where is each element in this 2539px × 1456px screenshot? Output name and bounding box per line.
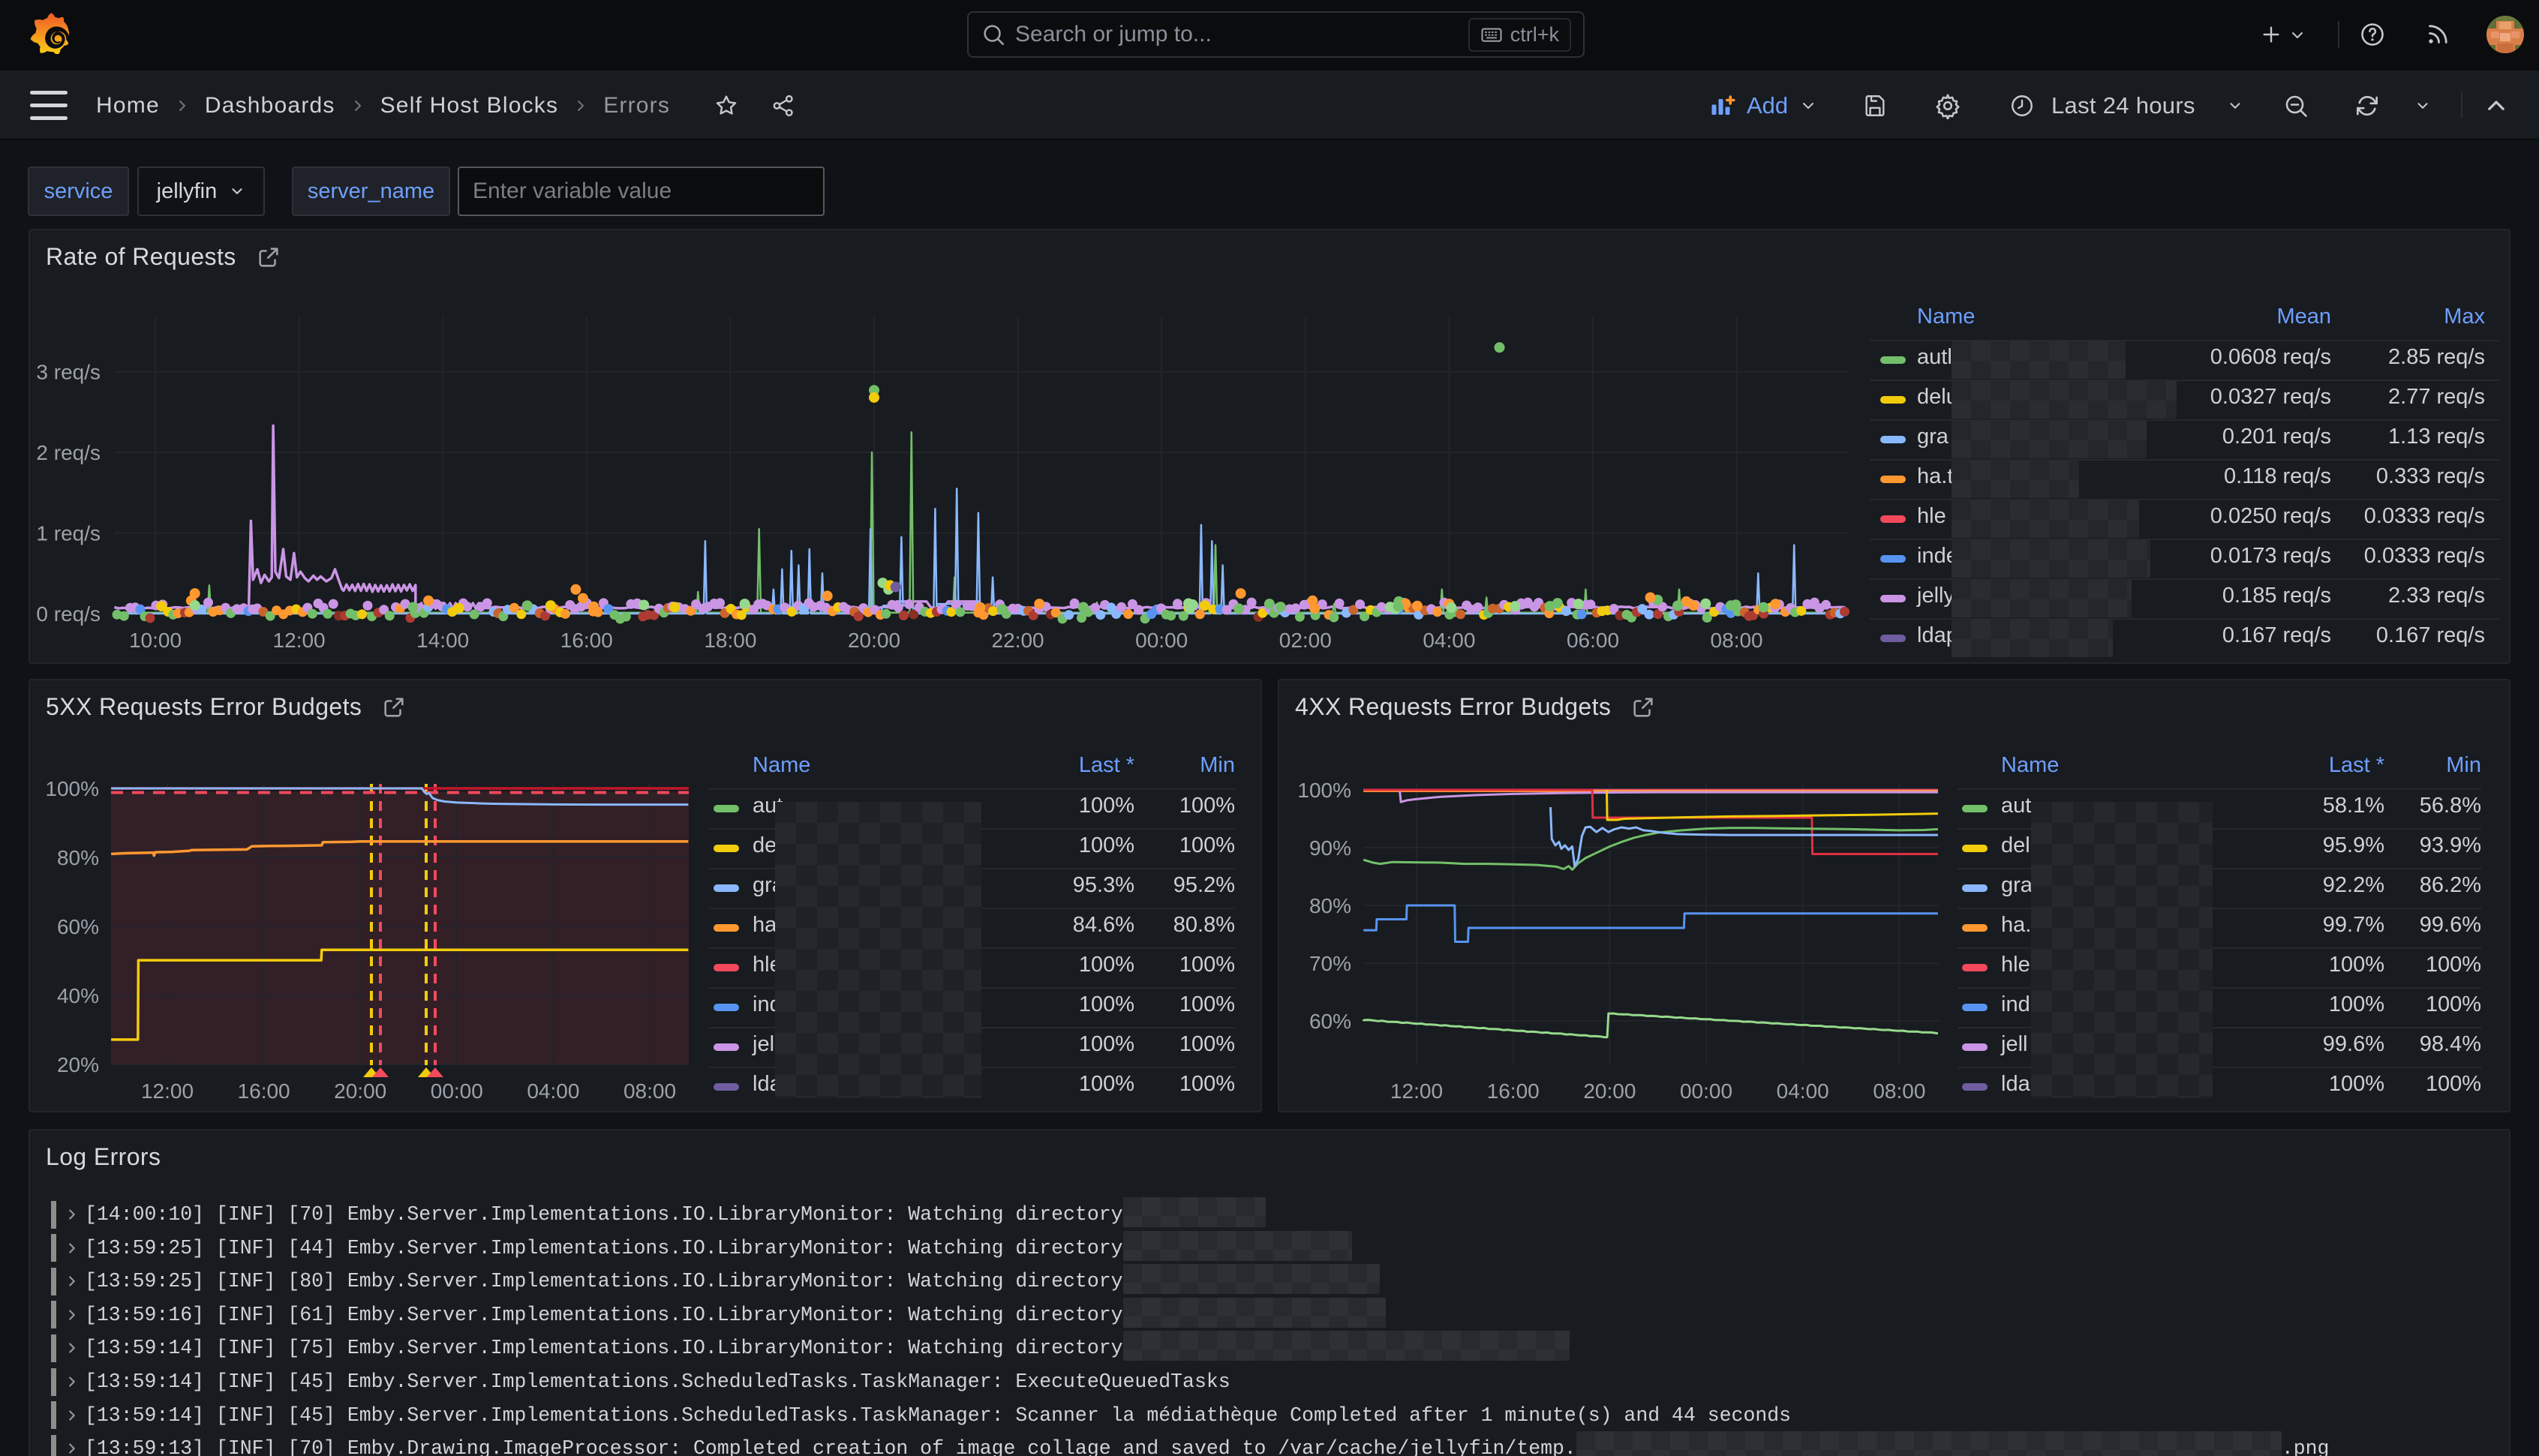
svg-text:08:00: 08:00 [623,1079,676,1103]
svg-text:20:00: 20:00 [848,629,900,652]
svg-text:02:00: 02:00 [1279,629,1332,652]
svg-text:18:00: 18:00 [704,629,756,652]
svg-text:16:00: 16:00 [1487,1079,1540,1103]
svg-text:12:00: 12:00 [1390,1079,1443,1103]
svg-text:3 req/s: 3 req/s [36,361,101,384]
svg-text:100%: 100% [45,777,99,800]
svg-text:04:00: 04:00 [1777,1079,1829,1103]
svg-text:16:00: 16:00 [560,629,613,652]
svg-text:12:00: 12:00 [273,629,326,652]
svg-text:40%: 40% [57,984,99,1007]
svg-text:80%: 80% [57,846,99,869]
svg-text:20:00: 20:00 [1583,1079,1636,1103]
svg-text:04:00: 04:00 [1423,629,1475,652]
svg-text:1 req/s: 1 req/s [36,522,101,545]
svg-text:100%: 100% [1297,779,1351,802]
svg-text:00:00: 00:00 [1680,1079,1732,1103]
svg-text:20:00: 20:00 [334,1079,386,1103]
svg-text:2 req/s: 2 req/s [36,441,101,464]
svg-text:00:00: 00:00 [431,1079,483,1103]
svg-text:60%: 60% [1309,1010,1351,1033]
svg-text:06:00: 06:00 [1567,629,1619,652]
svg-text:08:00: 08:00 [1711,629,1763,652]
svg-text:10:00: 10:00 [129,629,182,652]
svg-text:60%: 60% [57,915,99,938]
svg-text:90%: 90% [1309,836,1351,860]
svg-text:70%: 70% [1309,952,1351,975]
svg-text:0 req/s: 0 req/s [36,602,101,626]
svg-text:20%: 20% [57,1053,99,1076]
svg-text:22:00: 22:00 [992,629,1044,652]
svg-text:16:00: 16:00 [238,1079,290,1103]
svg-text:80%: 80% [1309,894,1351,917]
svg-text:00:00: 00:00 [1135,629,1188,652]
svg-text:12:00: 12:00 [141,1079,194,1103]
svg-text:04:00: 04:00 [527,1079,579,1103]
svg-text:08:00: 08:00 [1873,1079,1925,1103]
svg-text:14:00: 14:00 [416,629,469,652]
